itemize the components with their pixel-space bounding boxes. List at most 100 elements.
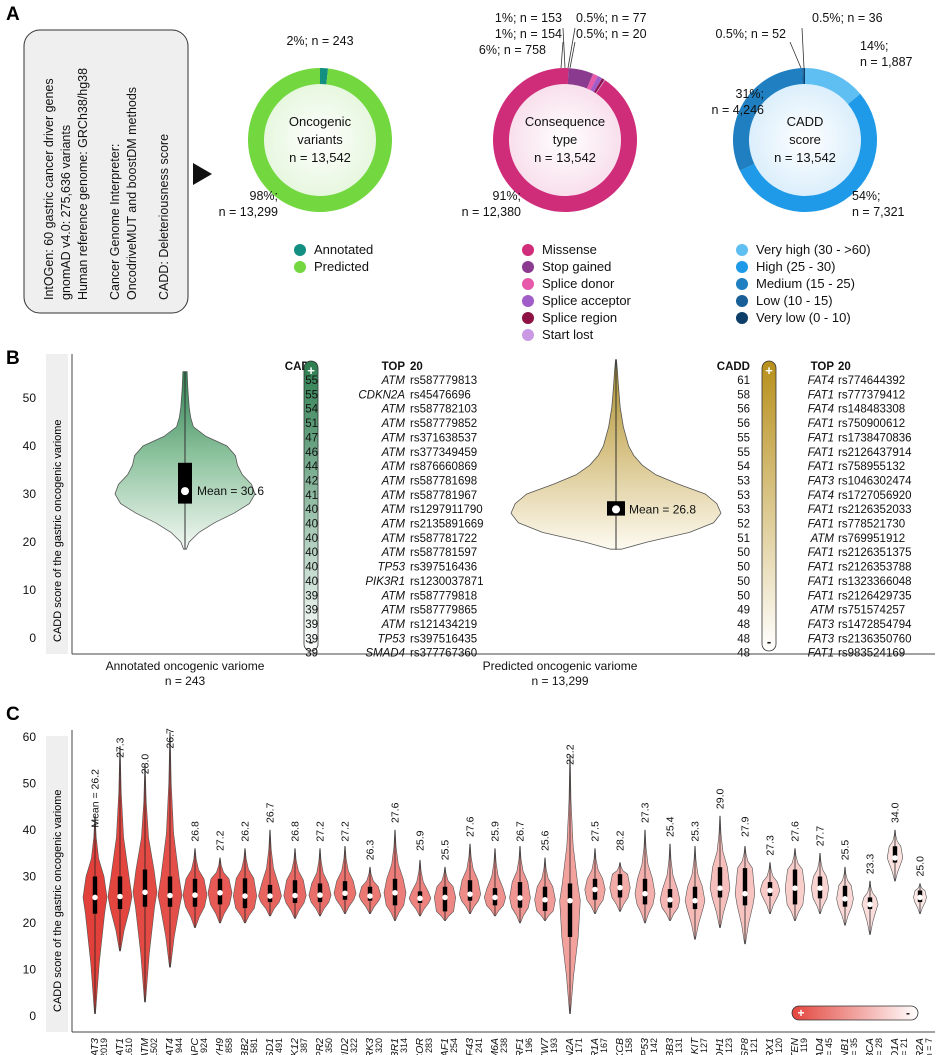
- violin-median-dot: [517, 895, 523, 901]
- violin-mean-label: 26.8: [290, 821, 302, 842]
- predicted-table-row-gene: FAT1: [808, 576, 834, 588]
- violin-gene-label: PRF1: [514, 1038, 526, 1055]
- violin-gene-label: KIT: [689, 1036, 701, 1054]
- predicted-table-row-rs: rs1727056920: [838, 490, 912, 502]
- violin-n-label: n = 21: [899, 1038, 909, 1055]
- annotated-table-row-rs: rs587782103: [410, 404, 477, 416]
- violin-bmpr1a: 27.5 BMPR1An = 167: [584, 821, 609, 1055]
- predicted-table-row-rs: rs2126429735: [838, 590, 912, 602]
- violin-median-dot: [442, 894, 448, 901]
- predicted-table-header-20: 20: [838, 361, 851, 373]
- violin-median-dot: [367, 893, 373, 899]
- donut-slice-label: n = 7,321: [852, 205, 905, 219]
- annotated-table-row-rs: rs587779852: [410, 418, 477, 430]
- legend-swatch: [736, 261, 748, 273]
- donut-slice-label: n = 4,246: [712, 103, 765, 117]
- violin-gene-label: PIK3CA: [864, 1038, 876, 1055]
- violin-box: [292, 880, 298, 904]
- violin-annotated-mean-label: Mean = 30.6: [197, 484, 264, 498]
- violin-gene-label: BMPR2: [314, 1038, 326, 1055]
- violin-mean-label: 34.0: [890, 802, 902, 823]
- donut-slice-label: 98%;: [250, 189, 279, 203]
- annotated-table-row-rs: rs1297911790: [410, 504, 483, 516]
- predicted-table-row-rs: rs774644392: [838, 375, 905, 387]
- donut-slice-label: n = 12,380: [462, 205, 521, 219]
- donut-slice-label: 1%; n = 153: [495, 11, 562, 25]
- violin-n-label: n = 858: [224, 1038, 234, 1055]
- donut-3: CADD score n = 13,542 0.5%; n = 52 0.5%; n =…: [712, 11, 913, 325]
- violin-median-dot: [767, 887, 773, 894]
- violin-mean-label: 23.3: [865, 854, 877, 875]
- annotated-table-row-rs: rs587781597: [410, 547, 477, 559]
- leader-line: [789, 41, 802, 69]
- legend-label: Splice donor: [542, 276, 615, 291]
- predicted-table-row-rs: rs1738470836: [838, 432, 912, 444]
- legend-label: Very high (30 - >60): [756, 242, 871, 257]
- violin-mean-label: 26.7: [515, 821, 527, 842]
- annotated-table-row-rs: rs377349459: [410, 447, 477, 459]
- violin-n-label: n = 121: [749, 1038, 759, 1055]
- violin-n-label: n = 581: [249, 1038, 259, 1055]
- annotated-table-row-rs: rs587781967: [410, 490, 477, 502]
- info-line-1: IntOGen: 60 gastric cancer driver genes: [42, 78, 56, 300]
- annotated-table-row-cadd: 46: [305, 447, 318, 459]
- leader-line: [562, 27, 566, 69]
- violin-acvr2a: 25.0 ACVR2An = 7: [913, 856, 934, 1055]
- panel-c-gradient-plus: +: [797, 1006, 804, 1020]
- donut-center-text: type: [553, 132, 578, 147]
- violin-median-dot: [667, 896, 673, 903]
- violin-median-dot: [292, 892, 298, 899]
- donut-slice-label: 91%;: [493, 189, 522, 203]
- legend-swatch: [522, 261, 534, 273]
- violin-mean-label: 25.4: [665, 816, 677, 837]
- donut-slice-label: 14%;: [860, 39, 889, 53]
- violin-gene-label: BMPR1A: [589, 1038, 601, 1055]
- violin-mean-label: 27.7: [815, 826, 827, 847]
- annotated-table-row-cadd: 41: [305, 490, 318, 502]
- violin-n-label: n = 241: [474, 1038, 484, 1055]
- violin-n-label: n = 167: [599, 1038, 609, 1055]
- donut-center-text: n = 13,542: [289, 150, 351, 165]
- annotated-table-row-gene: ATM: [381, 619, 406, 631]
- predicted-table-row-rs: rs1472854794: [838, 619, 912, 631]
- violin-n-label: n = 322: [349, 1038, 359, 1055]
- donut-charts: Oncogenic variants n = 13,542 2%; n = 243 98…: [219, 11, 913, 342]
- panel-b-ytick: 0: [29, 631, 36, 645]
- predicted-table-row-rs: rs2136350760: [838, 633, 912, 645]
- legend-label: Very low (0 - 10): [756, 310, 851, 325]
- violin-mean-label: 25.3: [690, 821, 702, 842]
- panel-c-gradient-minus: -: [906, 1006, 910, 1020]
- panel-c-gradient-bar: [791, 1005, 919, 1021]
- violin-median-dot: [717, 885, 723, 891]
- donut-slice-label: 54%;: [852, 189, 881, 203]
- predicted-table-row-gene: FAT4: [808, 404, 834, 416]
- annotated-table-row-cadd: 40: [305, 533, 318, 545]
- annotated-table-row-gene: ATM: [381, 461, 406, 473]
- predicted-table-row-gene: FAT1: [808, 562, 834, 574]
- annotated-table-row-cadd: 55: [305, 389, 318, 401]
- predicted-table-row-rs: rs2126351375: [838, 547, 912, 559]
- violin-median-dot: [192, 892, 198, 898]
- legend-swatch: [736, 295, 748, 307]
- predicted-table-row-rs: rs778521730: [838, 519, 905, 531]
- annotated-table-row-cadd: 47: [305, 432, 318, 444]
- annotated-table-row-cadd: 54: [305, 404, 318, 416]
- violin-mean-label: 27.5: [590, 821, 602, 842]
- violin-fat3: Mean = 26.2 FAT3n = 2019: [82, 769, 109, 1055]
- annotated-table-row-rs: rs587781722: [410, 533, 477, 545]
- donut-slice-label: 0.5%; n = 36: [812, 11, 883, 25]
- predicted-table-row-gene: FAT1: [808, 547, 834, 559]
- donut-center-text: n = 13,542: [774, 150, 836, 165]
- donut-slice-stop-gained: [567, 68, 594, 89]
- leader-line: [560, 41, 564, 69]
- violin-n-label: n = 142: [649, 1038, 659, 1055]
- violin-gene-label: NSD1: [264, 1038, 276, 1055]
- annotated-table-bar-minus: -: [309, 634, 313, 649]
- violin-n-label: n = 131: [674, 1038, 684, 1055]
- annotated-table-row-rs: rs1230037871: [410, 576, 484, 588]
- violin-mean-label: 26.7: [165, 728, 177, 749]
- legend-swatch: [294, 244, 306, 256]
- panel-b-ylabel-box: CADD score of the gastric oncogenic vari…: [46, 354, 68, 654]
